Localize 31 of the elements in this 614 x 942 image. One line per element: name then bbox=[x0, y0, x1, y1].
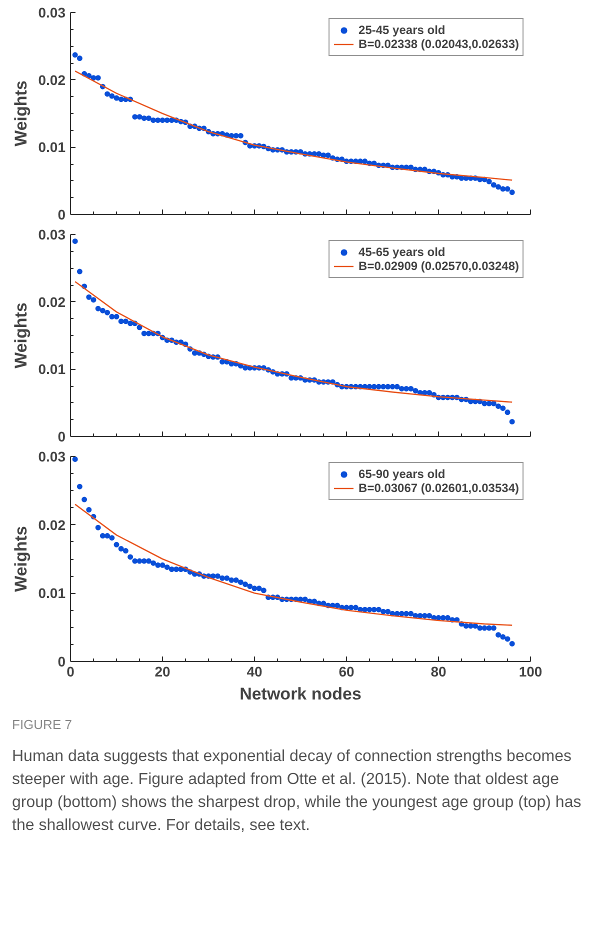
line-series bbox=[74, 70, 513, 181]
caption: FIGURE 7 bbox=[12, 716, 72, 734]
legend-label: B=0.02909 (0.02570,0.03248) bbox=[358, 259, 519, 273]
y-tick-label: 0.02 bbox=[38, 516, 66, 533]
x-tick-label: 20 bbox=[154, 664, 170, 680]
x-tick-label: 40 bbox=[246, 664, 262, 680]
line-series bbox=[74, 504, 513, 626]
y-tick-label: 0.02 bbox=[38, 72, 66, 88]
y-tick-label: 0.02 bbox=[38, 294, 66, 310]
x-axis-title: Network nodes bbox=[240, 684, 362, 704]
y-tick-label: 0.03 bbox=[38, 226, 66, 242]
y-tick-label: 0 bbox=[58, 428, 66, 444]
legend-label: 45-65 years old bbox=[358, 245, 446, 259]
legend-label: 65-90 years old bbox=[358, 467, 446, 481]
y-tick-label: 0 bbox=[58, 206, 66, 222]
y-tick-label: 0.03 bbox=[38, 448, 66, 464]
x-tick-label: 100 bbox=[518, 664, 542, 680]
y-axis-title: Weights bbox=[11, 80, 30, 146]
y-tick-label: 0.01 bbox=[38, 585, 66, 602]
x-tick-label: 80 bbox=[430, 664, 446, 680]
y-tick-label: 0.01 bbox=[38, 361, 66, 378]
y-tick-label: 0.01 bbox=[38, 139, 66, 156]
legend-label: B=0.02338 (0.02043,0.02633) bbox=[358, 37, 519, 51]
text: Human data suggests that exponential decay of connection strengths becomes steeper with age. Figure adapted from Otte et al. (2015). Note that oldest age group (bottom) shows the sharpest drop, while the youngest age group (top) has the shallowest curve. For details, see text. bbox=[12, 746, 582, 836]
legend-label: B=0.03067 (0.02601,0.03534) bbox=[358, 481, 519, 495]
x-tick-label: 60 bbox=[338, 664, 354, 680]
y-axis-title: Weights bbox=[11, 526, 30, 592]
y-tick-label: 0.03 bbox=[38, 4, 66, 20]
legend-label: 25-45 years old bbox=[358, 23, 446, 37]
y-axis-title: Weights bbox=[11, 302, 30, 368]
y-tick-label: 0 bbox=[58, 654, 66, 670]
